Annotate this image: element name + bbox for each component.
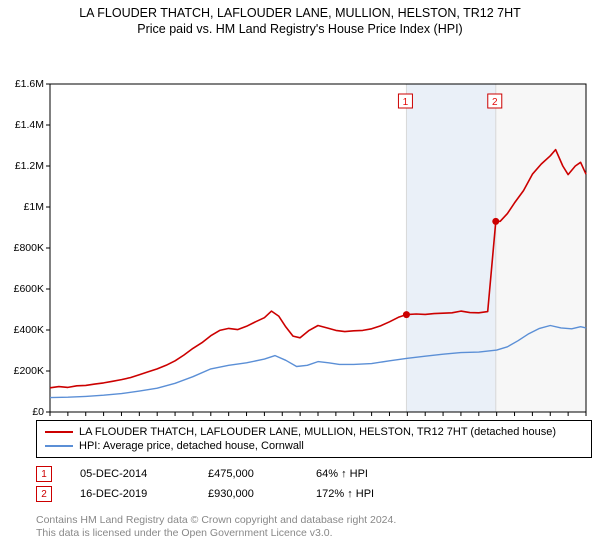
attribution-line2: This data is licensed under the Open Gov…: [36, 527, 592, 540]
datapoint-date: 05-DEC-2014: [80, 468, 180, 480]
datapoint-marker: 2: [36, 486, 52, 502]
datapoint-price: £930,000: [208, 488, 288, 500]
svg-text:1: 1: [403, 97, 409, 108]
datapoint-date: 16-DEC-2019: [80, 488, 180, 500]
chart-title-line1: LA FLOUDER THATCH, LAFLOUDER LANE, MULLI…: [0, 6, 600, 20]
svg-text:£400K: £400K: [14, 324, 44, 336]
datapoint-price: £475,000: [208, 468, 288, 480]
legend-swatch: [45, 445, 73, 447]
datapoint-marker: 1: [36, 466, 52, 482]
svg-text:£1M: £1M: [24, 201, 44, 213]
svg-text:£800K: £800K: [14, 242, 44, 254]
price-chart: £0 £200K £400K £600K £800K £1M £1.2M £1.4M £1.6M…: [0, 36, 600, 416]
datapoint-row: 2 16-DEC-2019 £930,000 172% ↑ HPI: [36, 486, 592, 502]
attribution-line1: Contains HM Land Registry data © Crown c…: [36, 514, 592, 527]
legend-swatch: [45, 431, 73, 433]
legend-item: HPI: Average price, detached house, Corn…: [45, 439, 583, 453]
svg-text:£1.6M: £1.6M: [15, 78, 44, 90]
sale-datapoints: 1 05-DEC-2014 £475,000 64% ↑ HPI 2 16-DEC-201…: [36, 466, 592, 506]
svg-text:£0: £0: [32, 406, 44, 416]
datapoint-row: 1 05-DEC-2014 £475,000 64% ↑ HPI: [36, 466, 592, 482]
attribution-text: Contains HM Land Registry data © Crown c…: [36, 514, 592, 540]
svg-text:£1.2M: £1.2M: [15, 160, 44, 172]
legend-label: HPI: Average price, detached house, Corn…: [79, 439, 304, 453]
chart-title-line2: Price paid vs. HM Land Registry's House …: [0, 22, 600, 36]
svg-text:£1.4M: £1.4M: [15, 119, 44, 131]
datapoint-pct: 64% ↑ HPI: [316, 468, 368, 480]
svg-text:2: 2: [492, 97, 498, 108]
chart-legend: LA FLOUDER THATCH, LAFLOUDER LANE, MULLI…: [36, 420, 592, 458]
datapoint-pct: 172% ↑ HPI: [316, 488, 374, 500]
svg-text:£600K: £600K: [14, 283, 44, 295]
legend-item: LA FLOUDER THATCH, LAFLOUDER LANE, MULLI…: [45, 425, 583, 439]
svg-text:£200K: £200K: [14, 365, 44, 377]
legend-label: LA FLOUDER THATCH, LAFLOUDER LANE, MULLI…: [79, 425, 556, 439]
